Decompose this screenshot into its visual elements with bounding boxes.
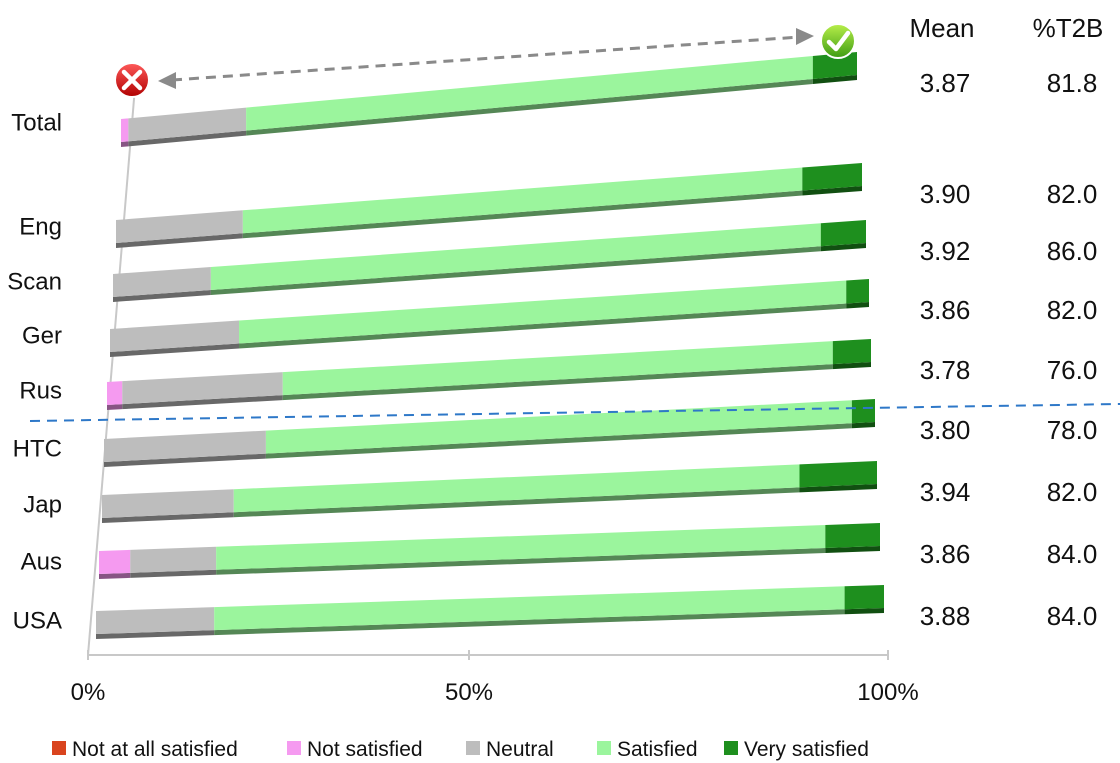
legend-item-not-satisfied: Not satisfied bbox=[287, 738, 423, 761]
bars bbox=[96, 52, 884, 639]
bar-segment-scan-neutral bbox=[113, 266, 211, 302]
bar-segment-rus-neutral bbox=[122, 372, 283, 410]
mean-value-eng: 3.90 bbox=[920, 179, 971, 209]
bar-segment-eng-very-satisfied bbox=[802, 163, 862, 196]
category-label-ger: Ger bbox=[22, 322, 62, 349]
x-tick-label-0: 0% bbox=[71, 679, 106, 706]
bar-segment-eng-neutral bbox=[116, 210, 243, 248]
t2b-value-htc: 78.0 bbox=[1047, 415, 1098, 445]
t2b-value-total: 81.8 bbox=[1047, 68, 1098, 98]
bar-segment-rus-very-satisfied bbox=[832, 339, 871, 370]
bar-segment-jap-satisfied bbox=[233, 464, 800, 518]
legend-item-neutral: Neutral bbox=[466, 738, 554, 761]
legend-label: Neutral bbox=[486, 738, 554, 761]
category-label-eng: Eng bbox=[19, 213, 62, 240]
bar-segment-usa-neutral bbox=[96, 607, 215, 639]
x-axis-ticks: 0% 50% 100% bbox=[71, 650, 919, 706]
bar-segment-scan-very-satisfied bbox=[820, 220, 866, 252]
bar-segment-eng-satisfied bbox=[242, 167, 803, 239]
bar-segment-usa-very-satisfied bbox=[844, 585, 884, 615]
category-label-usa: USA bbox=[13, 607, 62, 634]
bar-scan bbox=[113, 220, 866, 302]
bar-segment-ger-neutral bbox=[110, 320, 240, 357]
category-label-htc: HTC bbox=[13, 435, 62, 462]
legend-item-very-satisfied: Very satisfied bbox=[724, 738, 869, 761]
legend-label: Not satisfied bbox=[307, 738, 423, 761]
legend-label: Satisfied bbox=[617, 738, 698, 761]
t2b-value-ger: 82.0 bbox=[1047, 295, 1098, 325]
x-tick-label-1: 50% bbox=[445, 679, 493, 706]
mean-value-jap: 3.94 bbox=[920, 477, 971, 507]
bar-total bbox=[121, 52, 857, 147]
legend-label: Very satisfied bbox=[744, 738, 869, 761]
bar-segment-usa-satisfied bbox=[214, 586, 845, 636]
bar-segment-total-not-satisfied bbox=[121, 118, 129, 147]
t2b-value-jap: 82.0 bbox=[1047, 477, 1098, 507]
y-axis-line bbox=[87, 86, 136, 656]
bar-segment-total-very-satisfied bbox=[812, 52, 857, 85]
legend-swatch bbox=[597, 741, 611, 755]
mean-value-ger: 3.86 bbox=[920, 295, 971, 325]
legend-swatch bbox=[724, 741, 738, 755]
bar-segment-htc-neutral bbox=[104, 430, 266, 467]
bar-segment-htc-very-satisfied bbox=[851, 399, 875, 429]
bar-ger bbox=[110, 279, 869, 357]
table-header-t2b: %T2B bbox=[1033, 13, 1104, 43]
mean-value-rus: 3.78 bbox=[920, 355, 971, 385]
category-labels: Total Eng Scan Ger Rus HTC Jap Aus USA bbox=[7, 109, 62, 634]
bar-segment-aus-not-satisfied bbox=[99, 549, 131, 579]
category-label-total: Total bbox=[11, 109, 62, 136]
mean-value-total: 3.87 bbox=[920, 68, 971, 98]
bar-aus bbox=[99, 523, 880, 579]
legend-swatch bbox=[52, 741, 66, 755]
bar-rus bbox=[107, 339, 871, 410]
table-header-mean: Mean bbox=[909, 13, 974, 43]
bar-eng bbox=[116, 163, 862, 248]
t2b-value-scan: 86.0 bbox=[1047, 236, 1098, 266]
legend-swatch bbox=[466, 741, 480, 755]
bar-segment-rus-satisfied bbox=[282, 341, 833, 401]
bar-segment-aus-neutral bbox=[130, 546, 217, 578]
legend-item-satisfied: Satisfied bbox=[597, 738, 698, 761]
category-label-aus: Aus bbox=[21, 548, 62, 575]
mean-value-htc: 3.80 bbox=[920, 415, 971, 445]
t2b-value-rus: 76.0 bbox=[1047, 355, 1098, 385]
bar-htc bbox=[104, 399, 875, 467]
bar-segment-aus-very-satisfied bbox=[825, 523, 880, 553]
legend-swatch bbox=[287, 741, 301, 755]
table-values: 3.87 81.8 3.90 82.0 3.92 86.0 3.86 82.0 3.78 76.0… bbox=[920, 68, 1098, 631]
legend-label: Not at all satisfied bbox=[72, 738, 238, 761]
legend: Not at all satisfied Not satisfied Neutral… bbox=[52, 738, 869, 761]
green-check-icon bbox=[820, 23, 856, 59]
bar-jap bbox=[102, 461, 877, 523]
bar-segment-ger-very-satisfied bbox=[846, 279, 869, 309]
group-divider-line bbox=[29, 403, 1120, 422]
bar-segment-total-neutral bbox=[128, 107, 247, 147]
bar-segment-total-satisfied bbox=[246, 56, 813, 136]
x-tick-label-2: 100% bbox=[857, 679, 918, 706]
bar-segment-ger-satisfied bbox=[239, 280, 847, 349]
mean-value-scan: 3.92 bbox=[920, 236, 971, 266]
bar-segment-rus-not-satisfied bbox=[107, 381, 123, 410]
mean-value-aus: 3.86 bbox=[920, 539, 971, 569]
bar-segment-jap-very-satisfied bbox=[799, 461, 877, 493]
category-label-scan: Scan bbox=[7, 268, 62, 295]
bar-segment-htc-satisfied bbox=[265, 400, 852, 459]
t2b-value-usa: 84.0 bbox=[1047, 601, 1098, 631]
category-label-jap: Jap bbox=[23, 491, 62, 518]
mean-value-usa: 3.88 bbox=[920, 601, 971, 631]
arrow bbox=[158, 28, 814, 89]
red-cross-icon bbox=[114, 62, 150, 98]
bar-usa bbox=[96, 585, 884, 639]
bar-segment-aus-satisfied bbox=[216, 524, 826, 575]
t2b-value-aus: 84.0 bbox=[1047, 539, 1098, 569]
bar-segment-scan-satisfied bbox=[210, 223, 821, 295]
category-label-rus: Rus bbox=[19, 377, 62, 404]
legend-item-not-at-all-satisfied: Not at all satisfied bbox=[52, 738, 238, 761]
bar-segment-jap-neutral bbox=[102, 489, 234, 523]
t2b-value-eng: 82.0 bbox=[1047, 179, 1098, 209]
